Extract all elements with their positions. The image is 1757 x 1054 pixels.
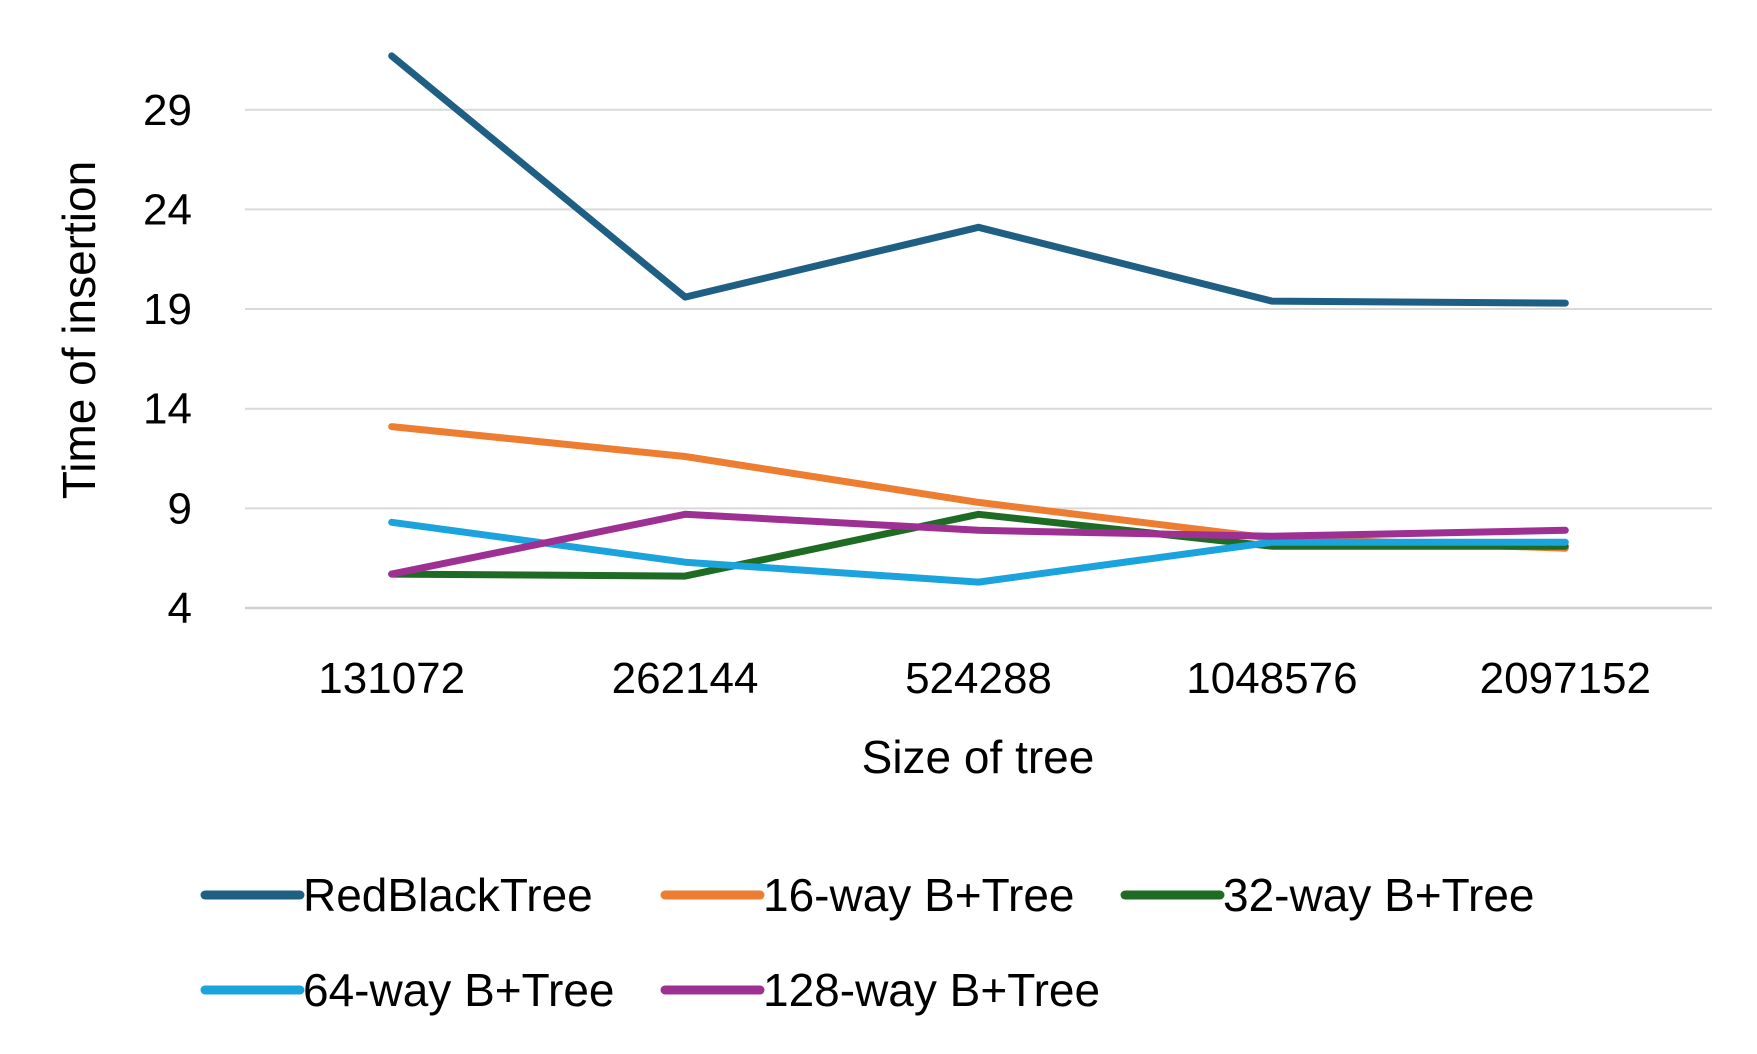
legend-item: 128-way B+Tree: [660, 964, 1100, 1016]
x-tick-label: 524288: [905, 654, 1052, 703]
series-line: [388, 52, 1569, 307]
series-line: [388, 510, 1569, 578]
y-tick-label: 14: [143, 385, 192, 434]
y-axis-title: Time of insertion: [53, 161, 105, 499]
x-tick-label: 262144: [612, 654, 759, 703]
y-tick-label: 9: [168, 484, 192, 533]
series-line: [388, 518, 1569, 586]
legend-label: 128-way B+Tree: [763, 964, 1100, 1016]
y-tick-label: 19: [143, 285, 192, 334]
y-tick-label: 24: [143, 185, 192, 234]
x-axis-ticks: 131072 262144 524288 1048576 2097152: [318, 654, 1651, 703]
legend-item: 16-way B+Tree: [660, 869, 1075, 921]
legend-label: 16-way B+Tree: [763, 869, 1075, 921]
legend-item: RedBlackTree: [200, 869, 593, 921]
legend-label: RedBlackTree: [303, 869, 593, 921]
y-tick-label: 29: [143, 86, 192, 135]
legend-label: 32-way B+Tree: [1223, 869, 1535, 921]
legend: RedBlackTree 16-way B+Tree 32-way B+Tree 64…: [200, 869, 1535, 1016]
x-tick-label: 2097152: [1480, 654, 1651, 703]
x-axis-title: Size of tree: [862, 731, 1095, 783]
series-lines: [388, 52, 1569, 586]
legend-label: 64-way B+Tree: [303, 964, 615, 1016]
series-line: [388, 510, 1569, 580]
y-tick-label: 4: [168, 584, 192, 633]
x-tick-label: 1048576: [1186, 654, 1357, 703]
x-tick-label: 131072: [318, 654, 465, 703]
y-axis-ticks: 4 9 14 19 24 29: [143, 86, 192, 633]
gridlines: [245, 108, 1712, 610]
legend-item: 32-way B+Tree: [1120, 869, 1535, 921]
legend-item: 64-way B+Tree: [200, 964, 615, 1016]
